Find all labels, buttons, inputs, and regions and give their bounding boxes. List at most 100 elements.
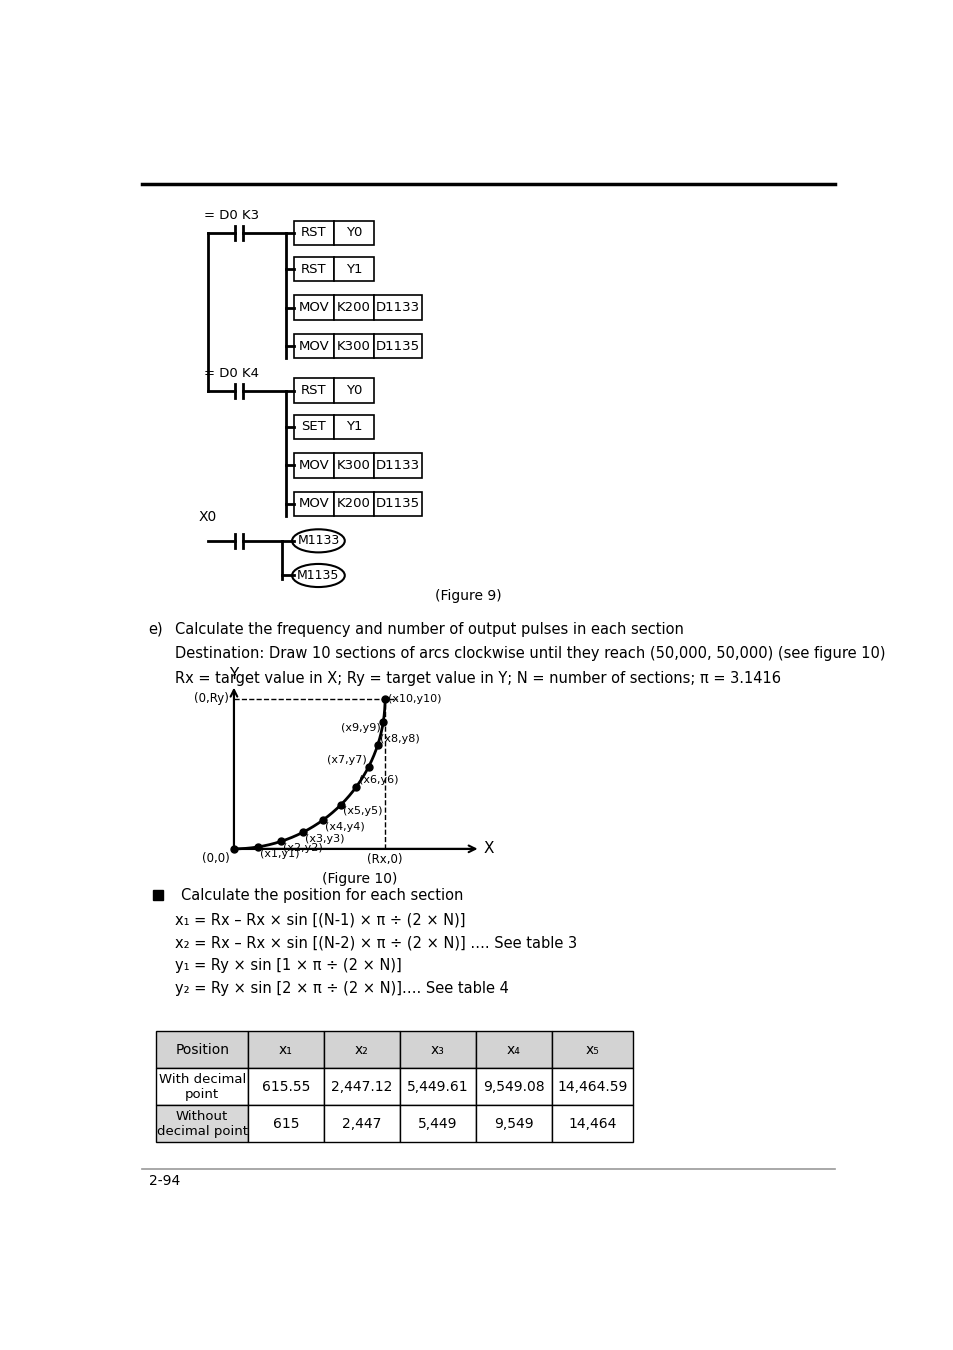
Text: MOV: MOV	[298, 340, 329, 352]
Text: (Rx,0): (Rx,0)	[367, 853, 402, 867]
Text: K200: K200	[336, 301, 371, 315]
Text: = D0 K4: = D0 K4	[204, 367, 259, 379]
Text: K300: K300	[336, 340, 371, 352]
Text: Y1: Y1	[345, 262, 362, 275]
Text: = D0 K3: = D0 K3	[204, 209, 259, 221]
Text: Y0: Y0	[346, 385, 362, 397]
Text: x₄: x₄	[506, 1042, 520, 1057]
Text: (Figure 9): (Figure 9)	[435, 590, 500, 603]
Bar	[399, 1106, 476, 1142]
Text: (x10,y10): (x10,y10)	[388, 694, 441, 703]
Text: x₃: x₃	[431, 1042, 444, 1057]
Text: (x3,y3): (x3,y3)	[305, 834, 344, 844]
Bar	[294, 296, 334, 320]
Text: RST: RST	[300, 262, 326, 275]
Bar	[476, 1106, 551, 1142]
Text: Position: Position	[175, 1042, 229, 1057]
Text: (x2,y2): (x2,y2)	[283, 842, 322, 853]
Text: 5,449.61: 5,449.61	[407, 1080, 468, 1094]
Text: y₁ = Ry × sin [1 × π ÷ (2 × N)]: y₁ = Ry × sin [1 × π ÷ (2 × N)]	[174, 958, 401, 973]
Bar	[551, 1106, 633, 1142]
Text: (0,0): (0,0)	[201, 852, 229, 865]
Ellipse shape	[292, 564, 344, 587]
Text: 615: 615	[273, 1116, 299, 1131]
Text: (0,Ry): (0,Ry)	[194, 693, 229, 705]
Text: M1133: M1133	[297, 535, 339, 547]
Text: x₁ = Rx – Rx × sin [(N-1) × π ÷ (2 × N)]: x₁ = Rx – Rx × sin [(N-1) × π ÷ (2 × N)]	[174, 913, 465, 927]
Text: 2,447.12: 2,447.12	[331, 1080, 392, 1094]
Bar	[334, 491, 374, 516]
Bar	[294, 220, 334, 246]
Text: RST: RST	[300, 385, 326, 397]
Bar	[156, 1068, 248, 1106]
Bar	[248, 1106, 323, 1142]
Bar	[551, 1068, 633, 1106]
Text: x₅: x₅	[585, 1042, 598, 1057]
Bar	[334, 296, 374, 320]
Ellipse shape	[292, 529, 344, 552]
Text: (Figure 10): (Figure 10)	[321, 872, 396, 886]
Bar	[399, 1031, 476, 1068]
Bar	[334, 454, 374, 478]
Bar	[334, 414, 374, 439]
Text: 9,549.08: 9,549.08	[482, 1080, 544, 1094]
Text: (x5,y5): (x5,y5)	[343, 806, 382, 817]
Text: (x1,y1): (x1,y1)	[259, 849, 299, 859]
Bar	[156, 1031, 248, 1068]
Bar	[248, 1068, 323, 1106]
Text: Without
decimal point: Without decimal point	[156, 1110, 248, 1138]
Bar	[294, 256, 334, 281]
Text: x₂: x₂	[355, 1042, 368, 1057]
Text: D1133: D1133	[375, 301, 420, 315]
Bar	[156, 1106, 248, 1142]
Text: With decimal
point: With decimal point	[158, 1073, 246, 1100]
Bar	[294, 491, 334, 516]
Text: x₁: x₁	[278, 1042, 293, 1057]
Bar	[294, 414, 334, 439]
Bar	[323, 1031, 399, 1068]
Bar	[334, 256, 374, 281]
Text: X: X	[483, 841, 494, 856]
Bar	[551, 1031, 633, 1068]
Bar	[476, 1068, 551, 1106]
Text: Y: Y	[229, 667, 238, 682]
Text: e): e)	[149, 622, 163, 637]
Text: 14,464: 14,464	[568, 1116, 616, 1131]
Text: D1135: D1135	[375, 497, 420, 510]
Text: MOV: MOV	[298, 497, 329, 510]
Bar	[294, 378, 334, 404]
Text: K300: K300	[336, 459, 371, 472]
Text: 5,449: 5,449	[417, 1116, 457, 1131]
Text: Rx = target value in X; Ry = target value in Y; N = number of sections; π = 3.14: Rx = target value in X; Ry = target valu…	[174, 671, 781, 686]
Bar	[374, 454, 422, 478]
Bar	[334, 333, 374, 358]
Bar	[334, 378, 374, 404]
Text: 2-94: 2-94	[149, 1173, 180, 1188]
Bar	[374, 296, 422, 320]
Bar	[294, 333, 334, 358]
Text: Y0: Y0	[346, 227, 362, 239]
Text: 14,464.59: 14,464.59	[557, 1080, 627, 1094]
Text: D1133: D1133	[375, 459, 420, 472]
Bar	[399, 1068, 476, 1106]
Text: X0: X0	[199, 510, 217, 524]
Text: (x8,y8): (x8,y8)	[379, 733, 419, 744]
Bar	[323, 1068, 399, 1106]
Text: RST: RST	[300, 227, 326, 239]
Text: MOV: MOV	[298, 301, 329, 315]
Text: Calculate the frequency and number of output pulses in each section: Calculate the frequency and number of ou…	[174, 622, 683, 637]
Text: K200: K200	[336, 497, 371, 510]
Text: 2,447: 2,447	[342, 1116, 381, 1131]
Text: (x7,y7): (x7,y7)	[326, 755, 366, 765]
Text: MOV: MOV	[298, 459, 329, 472]
Bar	[334, 220, 374, 246]
Bar	[323, 1106, 399, 1142]
Text: D1135: D1135	[375, 340, 420, 352]
Text: M1135: M1135	[297, 568, 339, 582]
Bar	[294, 454, 334, 478]
Bar	[374, 333, 422, 358]
Text: (x6,y6): (x6,y6)	[358, 775, 397, 786]
Text: Y1: Y1	[345, 420, 362, 433]
Bar	[476, 1031, 551, 1068]
Text: 615.55: 615.55	[261, 1080, 310, 1094]
